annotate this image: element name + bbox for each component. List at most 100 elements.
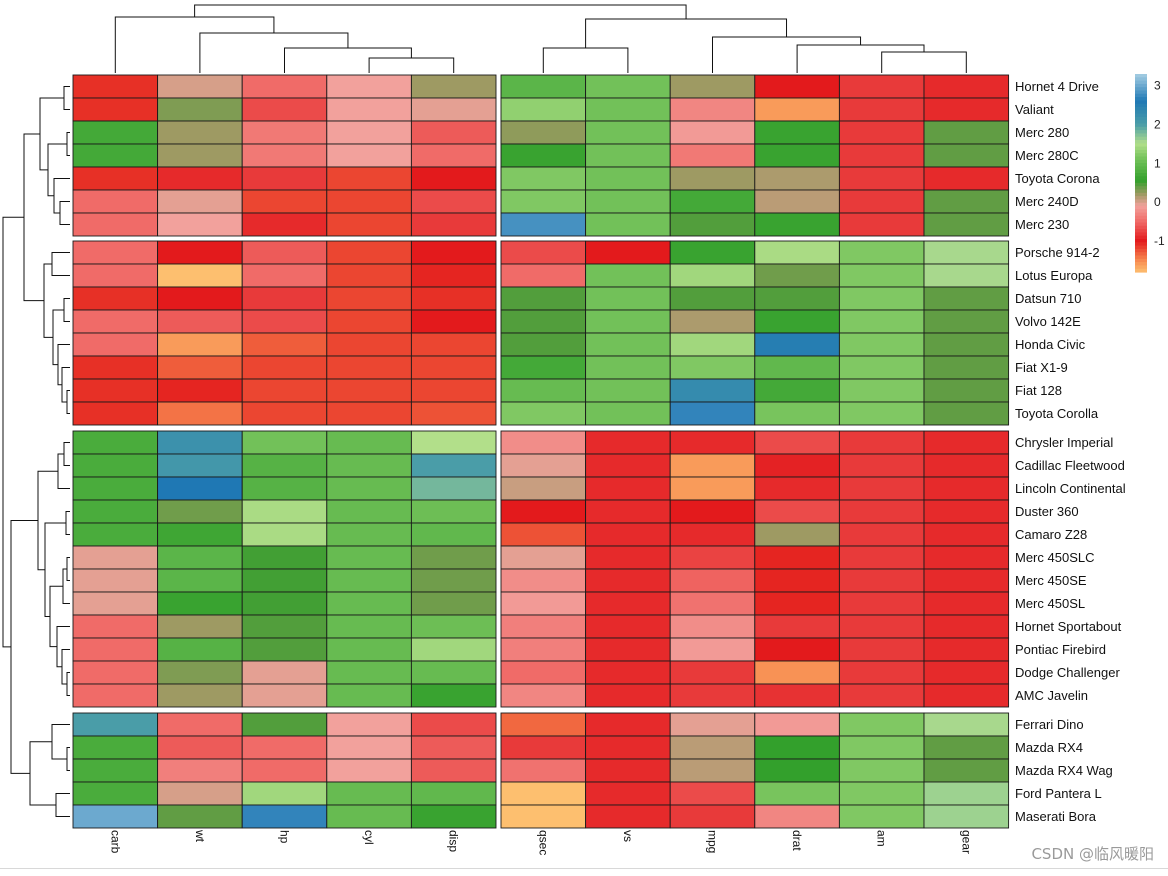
heatmap-cell xyxy=(838,476,925,501)
heatmap-cell xyxy=(500,378,587,403)
heatmap-cell xyxy=(72,545,159,570)
row-label: Mazda RX4 Wag xyxy=(1015,763,1113,778)
row-dendrogram-link xyxy=(63,298,70,322)
heatmap-cell xyxy=(838,355,925,380)
legend-swatch xyxy=(1135,146,1147,151)
legend-swatch xyxy=(1135,149,1147,154)
row-dendrogram-link xyxy=(39,97,64,171)
heatmap-cell xyxy=(585,355,671,380)
heatmap-cell xyxy=(754,712,840,737)
heatmap-cell xyxy=(838,120,925,145)
heatmap-cell xyxy=(669,781,756,806)
row-label: Merc 280C xyxy=(1015,148,1079,163)
heatmap-cell xyxy=(585,758,671,783)
heatmap-cell xyxy=(72,309,159,334)
heatmap-cell xyxy=(410,591,497,616)
heatmap-cell xyxy=(923,355,1010,380)
heatmap-cell xyxy=(585,499,671,524)
heatmap-cell xyxy=(500,309,587,334)
heatmap-cell xyxy=(410,637,497,662)
row-label: Ferrari Dino xyxy=(1015,717,1084,732)
legend-swatch xyxy=(1135,248,1147,253)
heatmap-cell xyxy=(326,240,412,265)
legend-swatch xyxy=(1135,265,1147,270)
heatmap-cell xyxy=(326,804,412,829)
legend-swatch xyxy=(1135,169,1147,174)
heatmap-cell xyxy=(241,74,328,99)
heatmap-cell xyxy=(669,453,756,478)
heatmap-cell xyxy=(669,735,756,760)
heatmap-cell xyxy=(157,712,243,737)
row-label: Toyota Corona xyxy=(1015,171,1100,186)
heatmap-cell xyxy=(669,758,756,783)
heatmap-cell xyxy=(754,499,840,524)
heatmap-cell xyxy=(72,781,159,806)
heatmap-cell xyxy=(754,286,840,311)
heatmap-cell xyxy=(585,683,671,708)
heatmap-cell xyxy=(754,758,840,783)
row-label: Porsche 914-2 xyxy=(1015,245,1100,260)
heatmap-cell xyxy=(669,683,756,708)
heatmap-cell xyxy=(754,378,840,403)
heatmap-cell xyxy=(410,212,497,237)
legend-swatch xyxy=(1135,215,1147,220)
heatmap-cell xyxy=(923,240,1010,265)
heatmap-cell xyxy=(585,97,671,122)
heatmap-cell xyxy=(410,378,497,403)
heatmap-cell xyxy=(585,309,671,334)
heatmap-cell xyxy=(410,683,497,708)
legend-swatch xyxy=(1135,219,1147,224)
heatmap-cell xyxy=(838,378,925,403)
column-label: hp xyxy=(278,830,292,844)
row-label: Maserati Bora xyxy=(1015,809,1097,824)
heatmap-cell xyxy=(669,74,756,99)
heatmap-cell xyxy=(72,143,159,168)
heatmap-cell xyxy=(754,735,840,760)
heatmap-cell xyxy=(923,683,1010,708)
heatmap-cell xyxy=(838,286,925,311)
heatmap-cell xyxy=(410,120,497,145)
legend-swatch xyxy=(1135,225,1147,230)
heatmap-cell xyxy=(157,263,243,288)
heatmap-cell xyxy=(923,286,1010,311)
heatmap-cell xyxy=(241,545,328,570)
heatmap-cell xyxy=(157,355,243,380)
heatmap-cell xyxy=(754,545,840,570)
legend-swatch xyxy=(1135,163,1147,167)
heatmap-cell xyxy=(157,545,243,570)
heatmap-cell xyxy=(500,804,587,829)
heatmap-cell xyxy=(838,637,925,662)
heatmap-cell xyxy=(754,332,840,357)
heatmap-cell xyxy=(72,591,159,616)
heatmap-cell xyxy=(241,212,328,237)
heatmap-cell xyxy=(157,189,243,214)
legend-swatch xyxy=(1135,192,1147,197)
row-label: Volvo 142E xyxy=(1015,314,1081,329)
heatmap-cell xyxy=(585,212,671,237)
heatmap-cell xyxy=(754,591,840,616)
row-labels: Hornet 4 Drive Valiant Merc 280 Merc 280C To… xyxy=(1015,79,1126,824)
legend-swatch xyxy=(1135,93,1147,98)
row-dendrogram-link xyxy=(63,86,70,110)
heatmap-cell xyxy=(923,637,1010,662)
row-label: Merc 450SLC xyxy=(1015,550,1094,565)
heatmap-cell xyxy=(410,499,497,524)
legend-swatch xyxy=(1135,186,1147,191)
heatmap-cell xyxy=(72,97,159,122)
heatmap-cell xyxy=(326,522,412,547)
heatmap-cell xyxy=(326,120,412,145)
heatmap-cell xyxy=(754,660,840,685)
heatmap-cell xyxy=(500,683,587,708)
heatmap-cell xyxy=(241,166,328,191)
heatmap-cell xyxy=(754,568,840,593)
heatmap-cell xyxy=(500,614,587,639)
heatmap-cell xyxy=(838,453,925,478)
heatmap-cell xyxy=(923,189,1010,214)
row-dendrogram-link xyxy=(47,143,67,197)
row-dendrogram-link xyxy=(66,557,70,581)
heatmap-cell xyxy=(157,637,243,662)
heatmap-cell xyxy=(669,660,756,685)
heatmap-cell xyxy=(500,758,587,783)
heatmap-cell xyxy=(410,614,497,639)
heatmap-cell xyxy=(585,735,671,760)
